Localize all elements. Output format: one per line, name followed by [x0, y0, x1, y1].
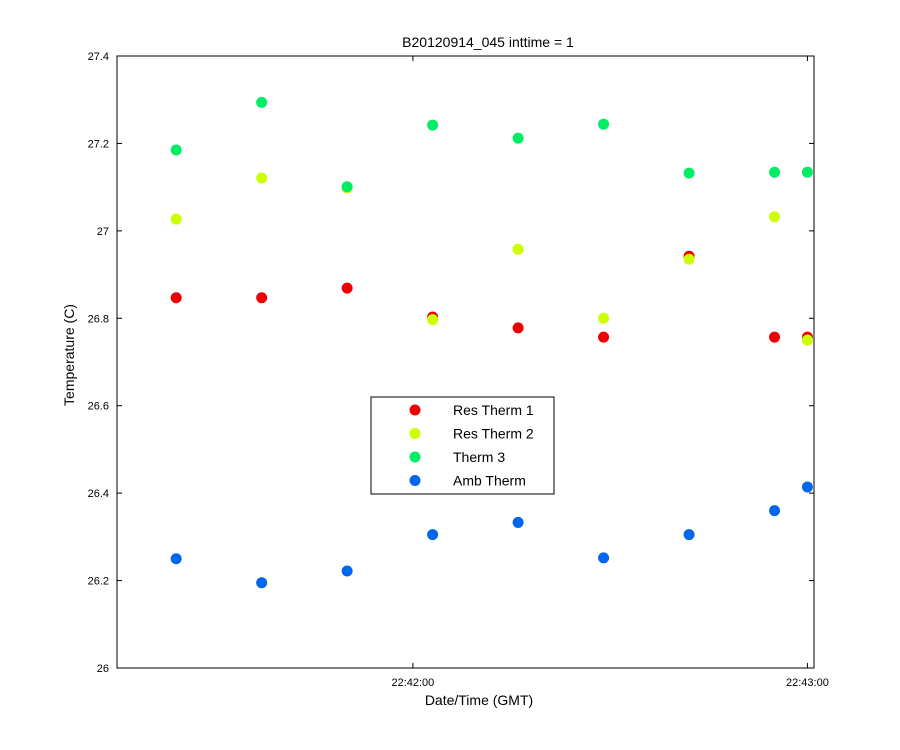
- data-point: [769, 211, 781, 223]
- y-tick-label: 27: [97, 226, 109, 238]
- x-axis-label: Date/Time (GMT): [425, 692, 533, 708]
- series-therm-3: [170, 96, 813, 193]
- data-point: [598, 118, 610, 130]
- data-point: [256, 292, 268, 304]
- data-point: [170, 292, 182, 304]
- legend-marker: [409, 428, 421, 439]
- legend-label: Res Therm 1: [453, 402, 534, 418]
- chart-title: B20120914_045 inttime = 1: [402, 34, 574, 50]
- data-point: [683, 529, 695, 541]
- data-point: [341, 565, 353, 577]
- data-point: [341, 282, 353, 294]
- x-tick-label: 22:43:00: [786, 677, 829, 689]
- data-point: [341, 181, 353, 193]
- y-tick-label: 26.6: [88, 401, 109, 413]
- data-point: [170, 144, 182, 156]
- legend-marker: [409, 475, 421, 486]
- y-tick-label: 26.4: [88, 488, 109, 500]
- data-point: [427, 314, 439, 326]
- data-point: [801, 166, 813, 178]
- data-point: [683, 253, 695, 265]
- data-point: [512, 132, 524, 144]
- legend-marker: [409, 451, 421, 463]
- data-point: [256, 577, 268, 589]
- data-point: [427, 119, 439, 131]
- data-point: [598, 552, 610, 564]
- legend-box: [370, 396, 555, 495]
- y-tick-label: 26.2: [88, 576, 109, 588]
- data-point: [256, 96, 268, 108]
- series-layer: [170, 96, 813, 589]
- data-point: [512, 243, 524, 255]
- x-axis: 22:42:00 22:43:00: [391, 56, 829, 689]
- data-point: [427, 529, 439, 541]
- y-tick-label: 26: [97, 663, 109, 675]
- data-point: [769, 331, 781, 343]
- y-tick-label: 27.4: [88, 51, 109, 63]
- data-point: [170, 553, 182, 565]
- data-point: [598, 312, 610, 324]
- legend-label: Amb Therm: [453, 473, 526, 489]
- y-tick-label: 27.2: [88, 138, 109, 150]
- y-axis: 26 26.2 26.4 26.6 26.8 27 27.2 27.4: [88, 51, 814, 675]
- plot-area: [116, 55, 815, 669]
- data-point: [683, 167, 695, 179]
- series-amb-therm: [170, 481, 813, 589]
- legend-marker: [409, 404, 421, 416]
- data-point: [769, 166, 781, 178]
- x-tick-label: 22:42:00: [391, 677, 434, 689]
- legend-label: Therm 3: [453, 449, 505, 465]
- data-point: [769, 505, 781, 517]
- y-tick-label: 26.8: [88, 313, 109, 325]
- data-point: [512, 322, 524, 334]
- data-point: [801, 334, 813, 346]
- legend: Res Therm 1 Res Therm 2 Therm 3 Amb Therm: [370, 396, 555, 495]
- data-point: [801, 481, 813, 493]
- data-point: [170, 213, 182, 225]
- data-point: [598, 331, 610, 343]
- data-point: [512, 516, 524, 528]
- legend-label: Res Therm 2: [453, 426, 534, 442]
- y-axis-label: Temperature (C): [61, 304, 77, 406]
- data-point: [256, 172, 268, 184]
